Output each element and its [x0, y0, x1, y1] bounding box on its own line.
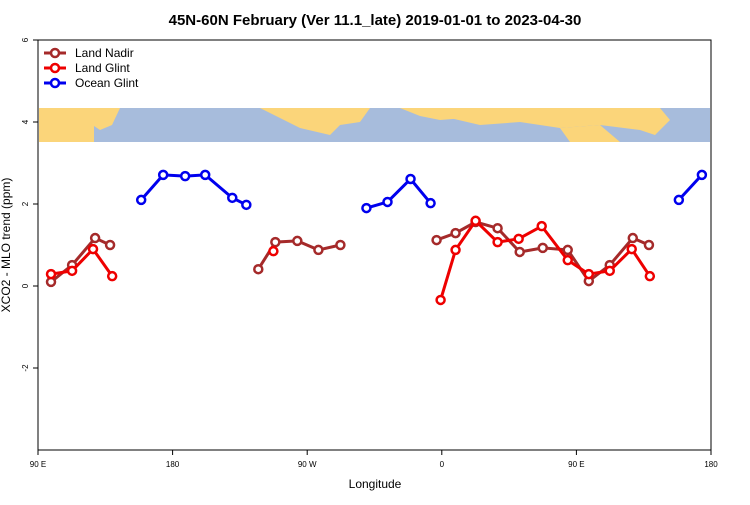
- point: [696, 169, 708, 181]
- point: [643, 239, 655, 251]
- point: [644, 270, 656, 282]
- point: [227, 192, 238, 204]
- map-strip: [39, 108, 710, 142]
- y-tick-label: -2: [21, 364, 30, 372]
- point: [241, 199, 252, 211]
- y-tick-label: 2: [21, 201, 30, 206]
- y-tick-label: 6: [21, 37, 30, 42]
- legend-marker: [49, 77, 61, 89]
- point: [157, 169, 169, 181]
- point: [253, 263, 264, 275]
- point: [199, 169, 211, 181]
- point: [135, 194, 147, 206]
- point: [562, 254, 573, 266]
- point: [627, 232, 639, 244]
- point: [492, 236, 503, 248]
- legend-label: Ocean Glint: [75, 76, 139, 90]
- point: [292, 235, 303, 247]
- point: [470, 215, 481, 227]
- point: [562, 244, 573, 256]
- series-line: [140, 173, 703, 210]
- point: [513, 233, 524, 245]
- legend-label: Land Nadir: [75, 46, 134, 60]
- x-axis-label: Longitude: [349, 477, 402, 491]
- point: [435, 294, 446, 306]
- plot-frame: [37, 39, 712, 451]
- legend-label: Land Glint: [75, 61, 130, 75]
- point: [89, 232, 101, 244]
- x-tick-label: 90 W: [298, 460, 317, 469]
- point: [425, 197, 436, 209]
- point: [450, 244, 461, 256]
- point: [382, 196, 393, 208]
- point: [104, 239, 116, 251]
- point: [268, 245, 279, 257]
- point: [431, 234, 442, 246]
- point: [536, 220, 547, 232]
- series-line: [50, 220, 650, 284]
- x-tick-label: 90 E: [568, 460, 584, 469]
- point: [106, 270, 118, 282]
- x-tick-label: 180: [704, 460, 718, 469]
- point: [405, 173, 416, 185]
- point: [66, 265, 78, 277]
- point: [179, 170, 191, 182]
- point: [673, 194, 685, 206]
- point: [537, 242, 548, 254]
- point: [492, 222, 503, 234]
- x-tick-label: 90 E: [30, 460, 46, 469]
- chart-title: 45N-60N February (Ver 11.1_late) 2019-01…: [169, 12, 582, 29]
- point: [583, 268, 595, 280]
- point: [87, 243, 99, 255]
- point: [626, 243, 637, 255]
- x-tick-label: 0: [440, 460, 445, 469]
- point: [45, 268, 57, 280]
- point: [335, 239, 346, 251]
- y-tick-label: 0: [21, 283, 30, 288]
- y-axis-label: XCO2 - MLO trend (ppm): [0, 178, 13, 313]
- point: [514, 246, 525, 258]
- point: [313, 244, 324, 256]
- point: [270, 236, 281, 248]
- series-line: [50, 218, 652, 301]
- point: [604, 265, 616, 277]
- legend-marker: [49, 47, 61, 59]
- y-tick-label: 4: [21, 119, 30, 124]
- point: [361, 202, 372, 214]
- x-tick-label: 180: [166, 460, 180, 469]
- legend-marker: [49, 62, 61, 74]
- point: [450, 227, 461, 239]
